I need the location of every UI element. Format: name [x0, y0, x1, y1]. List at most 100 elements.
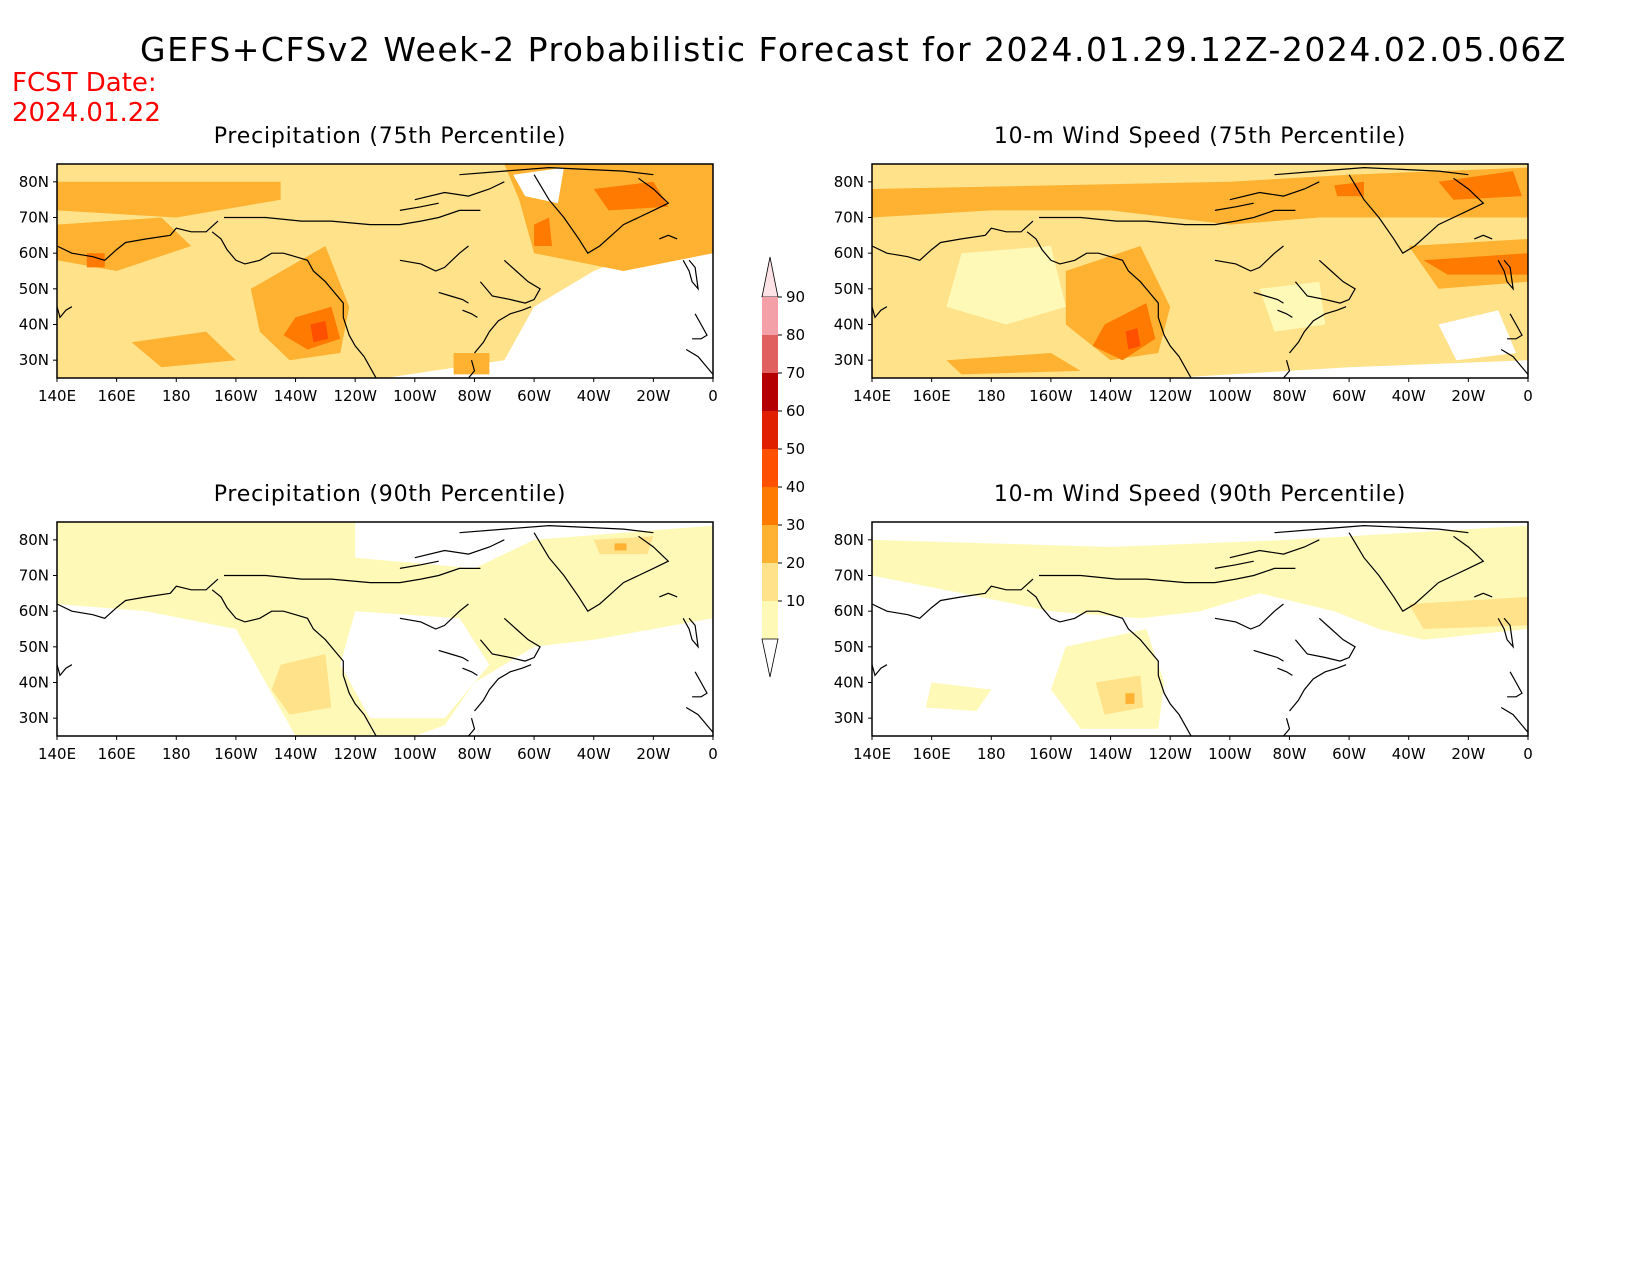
coastline [1039, 209, 1296, 226]
probability-shading-region [925, 682, 992, 711]
coastline [533, 532, 670, 613]
coastline [57, 220, 219, 261]
lon-tick-label: 140E [853, 745, 891, 763]
coastline [1026, 589, 1192, 736]
coastline [438, 649, 469, 662]
coastline [659, 592, 678, 598]
coastline [1507, 313, 1523, 340]
lat-tick-label: 70N [19, 567, 49, 585]
colorbar-segment [762, 601, 778, 639]
map-frame [871, 163, 1529, 379]
coastline [414, 539, 505, 559]
lat-tick-label: 30N [19, 709, 49, 727]
lat-tick-label: 40N [19, 316, 49, 334]
lon-tick-label: 120W [1148, 387, 1192, 405]
coastline [479, 617, 541, 662]
forecast-date-label: FCST Date: 2024.01.22 [12, 68, 161, 128]
lon-tick-label: 60W [517, 745, 551, 763]
probability-shading-region [1423, 253, 1528, 275]
coastline [1026, 231, 1192, 378]
lon-tick-label: 160E [98, 387, 136, 405]
lat-tick-label: 40N [834, 674, 864, 692]
lon-tick-label: 180 [162, 387, 191, 405]
lon-tick-label: 60W [1332, 387, 1366, 405]
coastline [462, 309, 478, 318]
colorbar-segment [762, 487, 778, 525]
lon-tick-label: 100W [1208, 387, 1252, 405]
coastline [685, 706, 713, 733]
coastline [1500, 348, 1528, 375]
coastline [682, 617, 699, 649]
lon-tick-label: 140W [274, 387, 318, 405]
coastline [692, 671, 708, 698]
probability-shading-region [593, 181, 669, 211]
lon-tick-label: 120W [333, 745, 377, 763]
probability-shading-region [57, 181, 281, 218]
colorbar-segment [762, 563, 778, 601]
map-panel-precip-75: 140E 160E 180 160W 140W 120W 100W 80W 60W 40W 20W 0… [19, 163, 718, 405]
coastline [57, 578, 219, 619]
coastline [1497, 259, 1514, 291]
lon-tick-label: 20W [636, 387, 670, 405]
lon-tick-label: 100W [393, 745, 437, 763]
lat-tick-label: 60N [19, 602, 49, 620]
lat-tick-label: 60N [834, 602, 864, 620]
coastline [1507, 671, 1523, 698]
lon-tick-label: 80W [1272, 745, 1306, 763]
colorbar-level-label: 90 [786, 288, 805, 306]
lon-tick-label: 0 [1523, 745, 1533, 763]
lon-tick-label: 80W [1272, 387, 1306, 405]
panel-title-precip-90: Precipitation (90th Percentile) [213, 482, 567, 507]
lat-tick-label: 40N [834, 316, 864, 334]
lon-tick-label: 0 [1523, 387, 1533, 405]
probability-shading-region [1125, 328, 1141, 350]
lon-tick-label: 140E [38, 387, 76, 405]
lon-tick-label: 40W [577, 387, 611, 405]
colorbar-level-label: 80 [786, 326, 805, 344]
probability-shading-region [57, 618, 251, 736]
lon-tick-label: 120W [1148, 745, 1192, 763]
probability-shading-region [1438, 310, 1517, 361]
coastline [1277, 309, 1293, 318]
coastline [1474, 234, 1493, 240]
coastline [872, 664, 888, 677]
coastline [224, 209, 481, 226]
lon-tick-label: 40W [1392, 387, 1426, 405]
probability-shading-region [453, 353, 490, 375]
colorbar-segment [762, 335, 778, 373]
lon-tick-label: 40W [1392, 745, 1426, 763]
lon-tick-label: 140W [274, 745, 318, 763]
probability-shading-region [946, 246, 1066, 325]
coastline [399, 202, 439, 211]
coastline [468, 718, 476, 736]
probability-shading-region [310, 320, 329, 343]
coastline [1214, 560, 1254, 569]
lon-tick-label: 160E [913, 387, 951, 405]
lon-tick-label: 160W [214, 745, 258, 763]
lat-tick-label: 70N [834, 567, 864, 585]
colorbar-segment [762, 449, 778, 487]
colorbar-segment [762, 373, 778, 411]
fcst-date: 2024.01.22 [12, 98, 161, 128]
probability-shading-region [1438, 171, 1522, 200]
coastline [1500, 706, 1528, 733]
lon-tick-label: 20W [636, 745, 670, 763]
coastline [211, 589, 377, 736]
coastline [659, 234, 678, 240]
lat-tick-label: 30N [19, 351, 49, 369]
coastline [685, 348, 713, 375]
colorbar-level-label: 40 [786, 478, 805, 496]
coastline [399, 603, 469, 630]
lon-tick-label: 180 [162, 745, 191, 763]
coastline [211, 231, 377, 378]
coastline [474, 664, 532, 712]
coastline [1289, 306, 1347, 354]
coastline [1039, 567, 1296, 584]
probability-shading-region [86, 253, 105, 268]
coastline [1497, 617, 1514, 649]
coastline [462, 667, 478, 676]
lat-tick-label: 60N [834, 244, 864, 262]
lat-tick-label: 70N [834, 209, 864, 227]
lat-tick-label: 80N [834, 173, 864, 191]
lat-tick-label: 60N [19, 244, 49, 262]
